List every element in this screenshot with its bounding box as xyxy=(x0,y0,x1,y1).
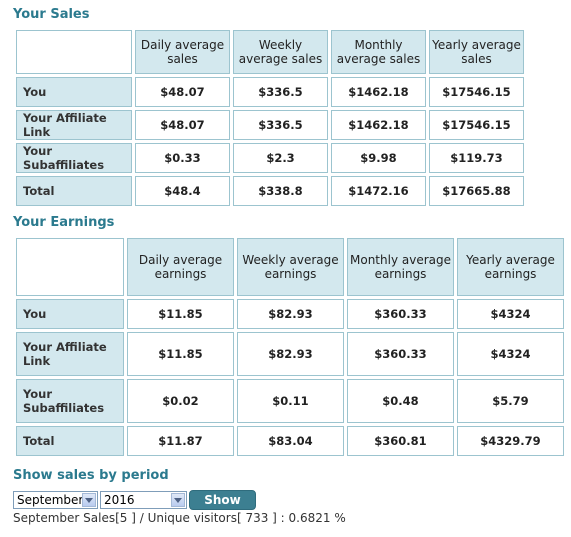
row-label: Your Affiliate Link xyxy=(16,110,132,140)
earnings-section-title: Your Earnings xyxy=(13,215,115,230)
cell-value: $2.3 xyxy=(233,143,328,173)
chevron-down-icon[interactable] xyxy=(171,493,185,507)
show-button[interactable]: Show xyxy=(189,490,256,510)
earnings-header-monthly: Monthly average earnings xyxy=(347,238,454,296)
sales-header-monthly: Monthly average sales xyxy=(331,30,426,74)
cell-value: $338.8 xyxy=(233,176,328,206)
year-select[interactable]: 2016 xyxy=(100,491,187,509)
table-row: Your Subaffiliates $0.33 $2.3 $9.98 $119… xyxy=(16,143,524,173)
row-label: You xyxy=(16,77,132,107)
cell-value: $17546.15 xyxy=(429,110,524,140)
sales-header-daily: Daily average sales xyxy=(135,30,230,74)
cell-value: $4329.79 xyxy=(457,426,564,456)
cell-value: $82.93 xyxy=(237,332,344,376)
year-select-value: 2016 xyxy=(104,493,135,507)
table-row: You $11.85 $82.93 $360.33 $4324 xyxy=(16,299,564,329)
cell-value: $0.11 xyxy=(237,379,344,423)
row-label: Total xyxy=(16,426,124,456)
sales-header-yearly: Yearly average sales xyxy=(429,30,524,74)
cell-value: $4324 xyxy=(457,332,564,376)
month-select-value: September xyxy=(17,493,84,507)
conversion-stats: September Sales[5 ] / Unique visitors[ 7… xyxy=(13,511,346,525)
sales-section-title: Your Sales xyxy=(13,7,90,22)
row-label: Your Subaffiliates xyxy=(16,143,132,173)
table-row: Total $48.4 $338.8 $1472.16 $17665.88 xyxy=(16,176,524,206)
cell-value: $82.93 xyxy=(237,299,344,329)
cell-value: $9.98 xyxy=(331,143,426,173)
table-row: Your Affiliate Link $48.07 $336.5 $1462.… xyxy=(16,110,524,140)
earnings-corner-cell xyxy=(16,238,124,296)
cell-value: $360.81 xyxy=(347,426,454,456)
cell-value: $83.04 xyxy=(237,426,344,456)
sales-corner-cell xyxy=(16,30,132,74)
cell-value: $11.85 xyxy=(127,332,234,376)
cell-value: $360.33 xyxy=(347,332,454,376)
row-label: You xyxy=(16,299,124,329)
cell-value: $48.07 xyxy=(135,110,230,140)
cell-value: $48.4 xyxy=(135,176,230,206)
sales-table: Daily average sales Weekly average sales… xyxy=(13,27,527,209)
table-row: Your Subaffiliates $0.02 $0.11 $0.48 $5.… xyxy=(16,379,564,423)
cell-value: $1462.18 xyxy=(331,110,426,140)
cell-value: $48.07 xyxy=(135,77,230,107)
table-row: Total $11.87 $83.04 $360.81 $4329.79 xyxy=(16,426,564,456)
cell-value: $336.5 xyxy=(233,77,328,107)
cell-value: $4324 xyxy=(457,299,564,329)
cell-value: $5.79 xyxy=(457,379,564,423)
earnings-table: Daily average earnings Weekly average ea… xyxy=(13,235,567,459)
earnings-header-row: Daily average earnings Weekly average ea… xyxy=(16,238,564,296)
cell-value: $360.33 xyxy=(347,299,454,329)
cell-value: $336.5 xyxy=(233,110,328,140)
cell-value: $0.48 xyxy=(347,379,454,423)
earnings-header-daily: Daily average earnings xyxy=(127,238,234,296)
cell-value: $17665.88 xyxy=(429,176,524,206)
table-row: You $48.07 $336.5 $1462.18 $17546.15 xyxy=(16,77,524,107)
cell-value: $119.73 xyxy=(429,143,524,173)
earnings-header-weekly: Weekly average earnings xyxy=(237,238,344,296)
cell-value: $17546.15 xyxy=(429,77,524,107)
sales-header-row: Daily average sales Weekly average sales… xyxy=(16,30,524,74)
month-select[interactable]: September xyxy=(13,491,98,509)
table-row: Your Affiliate Link $11.85 $82.93 $360.3… xyxy=(16,332,564,376)
row-label: Your Affiliate Link xyxy=(16,332,124,376)
earnings-header-yearly: Yearly average earnings xyxy=(457,238,564,296)
cell-value: $11.85 xyxy=(127,299,234,329)
cell-value: $0.02 xyxy=(127,379,234,423)
cell-value: $11.87 xyxy=(127,426,234,456)
chevron-down-icon[interactable] xyxy=(82,493,96,507)
sales-header-weekly: Weekly average sales xyxy=(233,30,328,74)
row-label: Your Subaffiliates xyxy=(16,379,124,423)
cell-value: $0.33 xyxy=(135,143,230,173)
row-label: Total xyxy=(16,176,132,206)
cell-value: $1462.18 xyxy=(331,77,426,107)
period-section-title: Show sales by period xyxy=(13,468,169,483)
period-controls: September 2016 Show xyxy=(13,490,256,510)
cell-value: $1472.16 xyxy=(331,176,426,206)
